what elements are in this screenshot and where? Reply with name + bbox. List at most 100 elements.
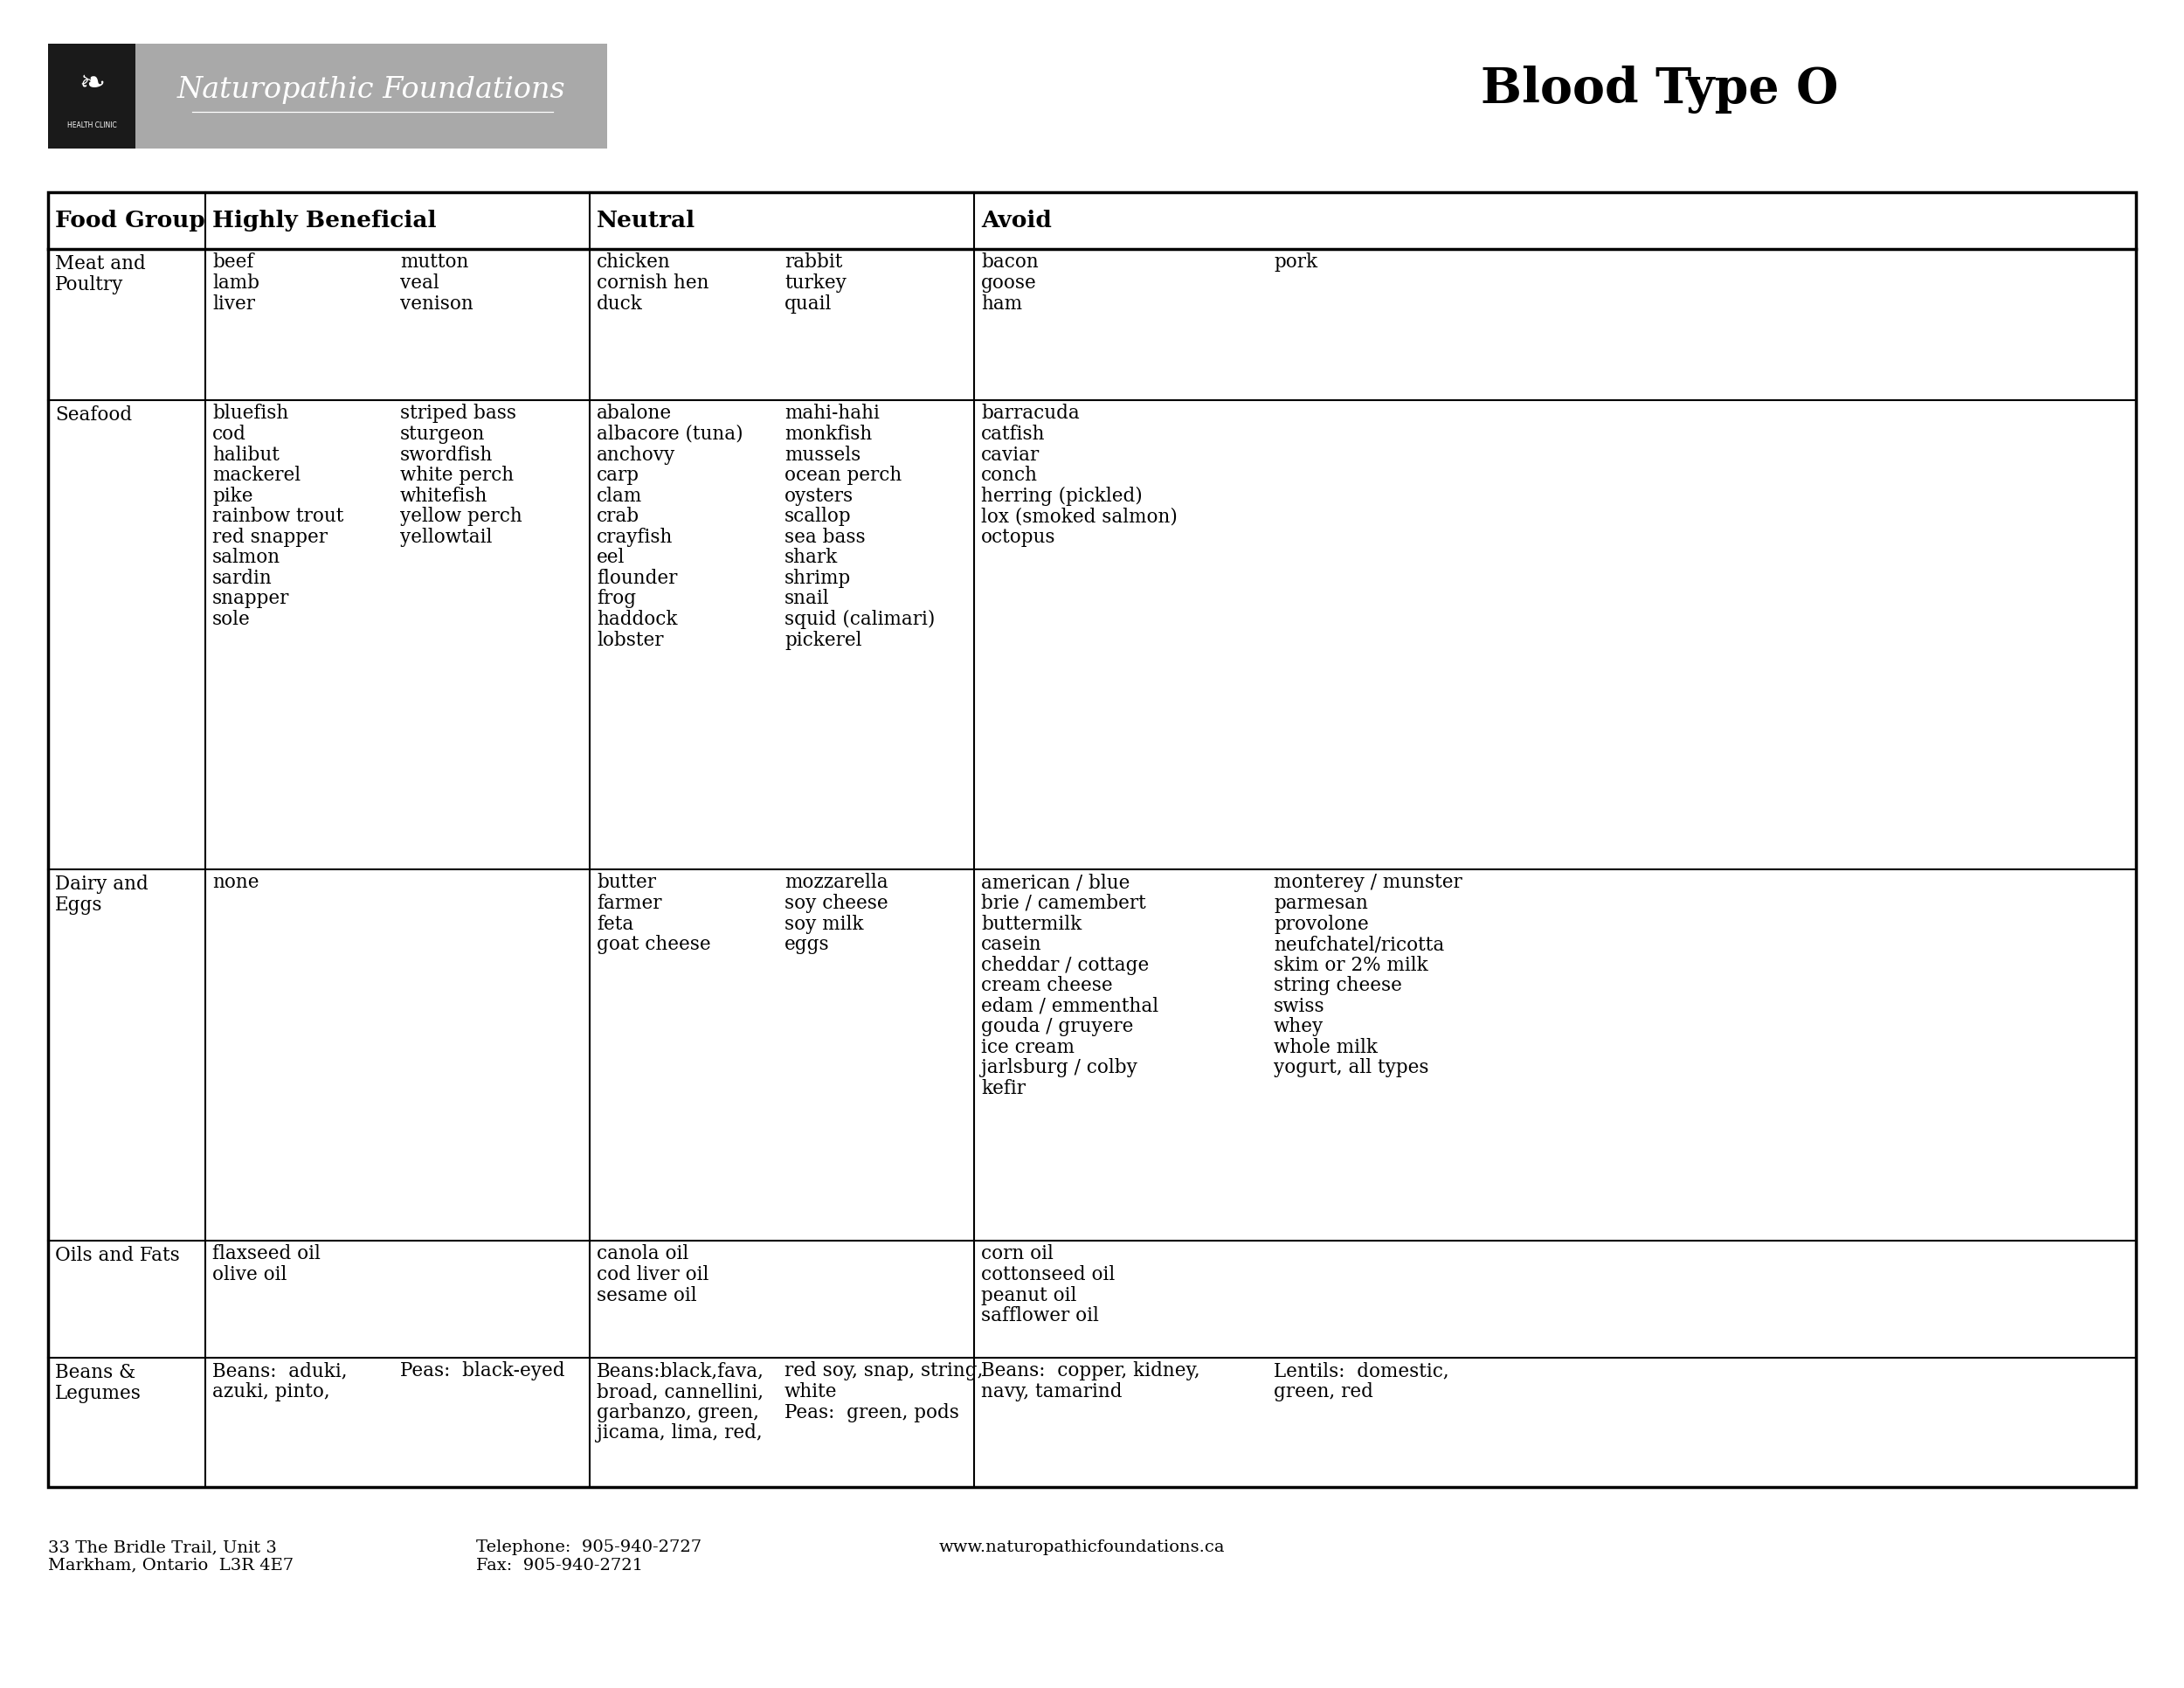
- Text: cod: cod: [212, 425, 247, 444]
- Text: mutton: mutton: [400, 253, 470, 272]
- Text: shark: shark: [784, 549, 839, 567]
- Text: flounder: flounder: [596, 569, 677, 587]
- Text: Highly Beneficial: Highly Beneficial: [212, 209, 437, 231]
- Text: anchovy: anchovy: [596, 446, 675, 464]
- Text: kefir: kefir: [981, 1079, 1026, 1099]
- Text: pickerel: pickerel: [784, 630, 863, 650]
- Text: Peas:  green, pods: Peas: green, pods: [784, 1403, 959, 1421]
- Text: ice cream: ice cream: [981, 1038, 1075, 1057]
- Text: Food Group: Food Group: [55, 209, 205, 231]
- Text: rabbit: rabbit: [784, 253, 843, 272]
- Text: caviar: caviar: [981, 446, 1040, 464]
- Text: sturgeon: sturgeon: [400, 425, 485, 444]
- Text: broad, cannellini,: broad, cannellini,: [596, 1382, 764, 1401]
- Text: bacon: bacon: [981, 253, 1040, 272]
- Text: striped bass: striped bass: [400, 403, 515, 424]
- Bar: [48, 192, 2136, 1487]
- Text: chicken: chicken: [596, 253, 670, 272]
- Text: snail: snail: [784, 589, 830, 608]
- Text: soy milk: soy milk: [784, 915, 863, 933]
- Text: Beans:  copper, kidney,: Beans: copper, kidney,: [981, 1362, 1199, 1381]
- Text: Beans &: Beans &: [55, 1364, 135, 1382]
- Text: crab: crab: [596, 506, 640, 527]
- Text: parmesan: parmesan: [1273, 893, 1367, 913]
- Text: turkey: turkey: [784, 273, 847, 292]
- Text: Poultry: Poultry: [55, 275, 124, 294]
- Text: safflower oil: safflower oil: [981, 1307, 1099, 1325]
- Text: buttermilk: buttermilk: [981, 915, 1081, 933]
- Text: www.naturopathicfoundations.ca: www.naturopathicfoundations.ca: [939, 1539, 1225, 1555]
- Text: swordfish: swordfish: [400, 446, 494, 464]
- Text: yellowtail: yellowtail: [400, 528, 491, 547]
- Text: cornish hen: cornish hen: [596, 273, 710, 292]
- Text: garbanzo, green,: garbanzo, green,: [596, 1403, 760, 1421]
- Text: venison: venison: [400, 294, 474, 314]
- Text: frog: frog: [596, 589, 636, 608]
- Text: yogurt, all types: yogurt, all types: [1273, 1058, 1428, 1077]
- Text: herring (pickled): herring (pickled): [981, 486, 1142, 506]
- Text: sole: sole: [212, 609, 251, 630]
- Text: jicama, lima, red,: jicama, lima, red,: [596, 1423, 762, 1443]
- Text: Blood Type O: Blood Type O: [1481, 66, 1839, 113]
- Text: azuki, pinto,: azuki, pinto,: [212, 1382, 330, 1401]
- Text: squid (calimari): squid (calimari): [784, 609, 935, 630]
- Text: ham: ham: [981, 294, 1022, 314]
- Text: navy, tamarind: navy, tamarind: [981, 1382, 1123, 1401]
- Text: bluefish: bluefish: [212, 403, 288, 424]
- Text: soy cheese: soy cheese: [784, 893, 889, 913]
- Text: halibut: halibut: [212, 446, 280, 464]
- Text: swiss: swiss: [1273, 996, 1326, 1016]
- Text: mozzarella: mozzarella: [784, 873, 889, 893]
- Text: sardin: sardin: [212, 569, 273, 587]
- Text: HEALTH CLINIC: HEALTH CLINIC: [68, 122, 116, 130]
- Text: green, red: green, red: [1273, 1382, 1374, 1401]
- Text: neufchatel/ricotta: neufchatel/ricotta: [1273, 935, 1444, 954]
- Text: Eggs: Eggs: [55, 896, 103, 915]
- Text: skim or 2% milk: skim or 2% milk: [1273, 955, 1428, 974]
- Text: olive oil: olive oil: [212, 1264, 286, 1285]
- Text: Naturopathic Foundations: Naturopathic Foundations: [177, 76, 566, 103]
- Text: scallop: scallop: [784, 506, 852, 527]
- Text: goose: goose: [981, 273, 1037, 292]
- Text: monkfish: monkfish: [784, 425, 871, 444]
- Text: provolone: provolone: [1273, 915, 1369, 933]
- Text: Neutral: Neutral: [596, 209, 695, 231]
- Text: veal: veal: [400, 273, 439, 292]
- Text: Peas:  black-eyed: Peas: black-eyed: [400, 1362, 566, 1381]
- Text: brie / camembert: brie / camembert: [981, 893, 1147, 913]
- Text: conch: conch: [981, 466, 1037, 484]
- Text: butter: butter: [596, 873, 655, 893]
- Text: barracuda: barracuda: [981, 403, 1079, 424]
- Text: casein: casein: [981, 935, 1042, 954]
- Text: crayfish: crayfish: [596, 528, 673, 547]
- Text: whey: whey: [1273, 1018, 1324, 1036]
- Text: liver: liver: [212, 294, 256, 314]
- Text: Dairy and: Dairy and: [55, 874, 149, 895]
- Text: carp: carp: [596, 466, 640, 484]
- Text: Seafood: Seafood: [55, 405, 131, 425]
- Text: salmon: salmon: [212, 549, 280, 567]
- Text: eel: eel: [596, 549, 625, 567]
- Text: farmer: farmer: [596, 893, 662, 913]
- Text: octopus: octopus: [981, 528, 1055, 547]
- Text: 33 The Bridle Trail, Unit 3
Markham, Ontario  L3R 4E7: 33 The Bridle Trail, Unit 3 Markham, Ont…: [48, 1539, 293, 1573]
- Text: Meat and: Meat and: [55, 255, 146, 273]
- Text: beef: beef: [212, 253, 253, 272]
- Text: Avoid: Avoid: [981, 209, 1053, 231]
- Text: gouda / gruyere: gouda / gruyere: [981, 1018, 1133, 1036]
- Text: lamb: lamb: [212, 273, 260, 292]
- Text: jarlsburg / colby: jarlsburg / colby: [981, 1058, 1138, 1077]
- Text: Telephone:  905-940-2727
Fax:  905-940-2721: Telephone: 905-940-2727 Fax: 905-940-272…: [476, 1539, 701, 1573]
- Text: sesame oil: sesame oil: [596, 1286, 697, 1305]
- Text: shrimp: shrimp: [784, 569, 852, 587]
- Text: none: none: [212, 873, 260, 893]
- Text: oysters: oysters: [784, 486, 854, 506]
- Text: pork: pork: [1273, 253, 1317, 272]
- Text: ocean perch: ocean perch: [784, 466, 902, 484]
- Text: pike: pike: [212, 486, 253, 506]
- Text: cream cheese: cream cheese: [981, 976, 1112, 996]
- Text: mackerel: mackerel: [212, 466, 301, 484]
- Text: canola oil: canola oil: [596, 1244, 688, 1264]
- Text: catfish: catfish: [981, 425, 1046, 444]
- Text: Beans:  aduki,: Beans: aduki,: [212, 1362, 347, 1381]
